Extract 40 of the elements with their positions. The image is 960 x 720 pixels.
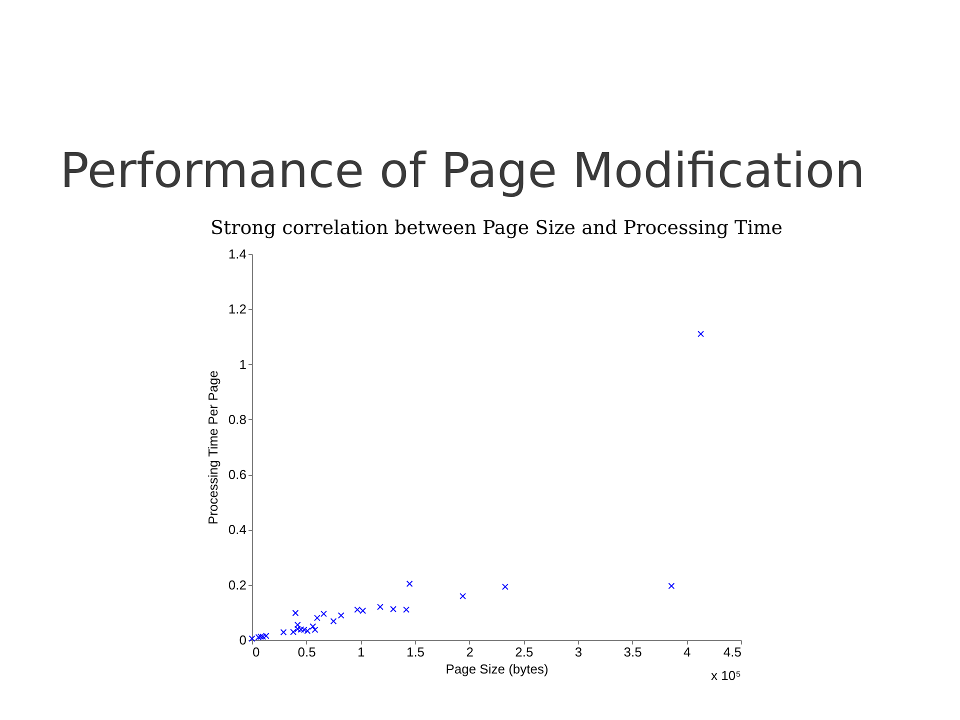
point xyxy=(502,584,508,590)
point xyxy=(290,628,297,636)
point xyxy=(280,629,287,636)
point xyxy=(338,612,344,619)
point xyxy=(406,580,413,587)
chart-title: Performance of Page Modification xyxy=(60,143,865,199)
y-tick-label: 0.8 xyxy=(228,412,246,427)
x-tick-label: 1.5 xyxy=(406,644,425,660)
x-tick-label: 4.5 xyxy=(723,644,742,660)
y-tick-label: 1.2 xyxy=(228,302,246,317)
y-tick-label: 0.2 xyxy=(228,577,246,592)
point xyxy=(390,606,397,612)
point xyxy=(376,604,384,610)
y-tick-label: 0.4 xyxy=(228,522,246,538)
x-tick-label: 2 xyxy=(466,644,474,660)
chart-subtitle: Strong correlation between Page Size and Processing Time xyxy=(210,217,783,239)
y-tick-label: 0.6 xyxy=(228,467,246,482)
point xyxy=(403,606,410,613)
y-axis-title: Processing Time Per Page xyxy=(205,370,220,524)
point xyxy=(330,618,337,624)
point xyxy=(698,330,704,338)
y-tick-label: 1 xyxy=(239,356,246,372)
point xyxy=(292,610,299,616)
point xyxy=(320,610,327,618)
point xyxy=(668,582,675,590)
x-tick-label: 1 xyxy=(358,644,365,660)
x-tick-label: 0.5 xyxy=(298,644,316,660)
point xyxy=(460,592,466,600)
point xyxy=(314,614,320,622)
x-tick-label: 3.5 xyxy=(624,644,642,660)
y-tick-label: 0 xyxy=(239,632,246,648)
point xyxy=(310,623,316,630)
x-tick-label: 4 xyxy=(684,644,691,660)
x-tick-label: 3 xyxy=(574,644,582,660)
text: x 10⁵ xyxy=(711,668,741,683)
y-tick-label: 1.4 xyxy=(228,246,246,262)
x-axis-title: Page Size (bytes) xyxy=(446,662,548,676)
x-tick-label: 0 xyxy=(252,644,260,660)
x-tick-label: 2.5 xyxy=(515,644,534,660)
point xyxy=(294,622,301,628)
